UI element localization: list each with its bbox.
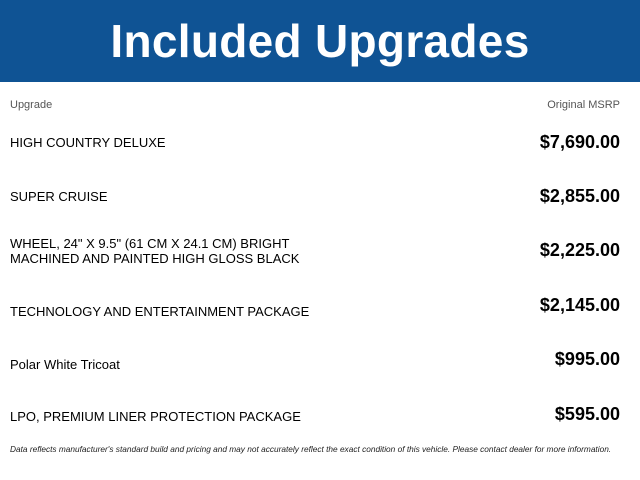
upgrade-price: $7,690.00	[539, 131, 620, 152]
list-item: TECHNOLOGY AND ENTERTAINMENT PACKAGE $2,…	[10, 278, 620, 332]
upgrade-price: $2,145.00	[539, 294, 620, 315]
upgrade-name: HIGH COUNTRY DELUXE	[10, 134, 166, 150]
column-headers: Upgrade Original MSRP	[10, 99, 620, 111]
upgrade-price: $2,225.00	[539, 240, 620, 261]
disclaimer: Data reflects manufacturer's standard bu…	[10, 444, 612, 454]
upgrade-name: Polar White Tricoat	[10, 357, 120, 373]
list-item: WHEEL, 24" X 9.5" (61 CM X 24.1 CM) BRIG…	[10, 224, 620, 278]
column-header-upgrade: Upgrade	[10, 99, 53, 111]
upgrade-price: $995.00	[554, 349, 620, 370]
upgrades-list: HIGH COUNTRY DELUXE $7,690.00 SUPER CRUI…	[10, 115, 620, 441]
upgrade-price: $2,855.00	[539, 186, 620, 207]
list-item: Polar White Tricoat $995.00	[10, 333, 620, 387]
upgrade-name: TECHNOLOGY AND ENTERTAINMENT PACKAGE	[10, 303, 310, 319]
column-header-msrp: Original MSRP	[547, 99, 620, 111]
upgrade-name: LPO, PREMIUM LINER PROTECTION PACKAGE	[10, 408, 301, 424]
upgrade-name: SUPER CRUISE	[10, 189, 108, 205]
header-banner: Included Upgrades	[0, 0, 640, 82]
upgrade-price: $595.00	[554, 403, 620, 424]
upgrade-name: WHEEL, 24" X 9.5" (61 CM X 24.1 CM) BRIG…	[10, 235, 300, 266]
list-item: SUPER CRUISE $2,855.00	[10, 169, 620, 223]
page-title: Included Upgrades	[110, 15, 530, 67]
list-item: HIGH COUNTRY DELUXE $7,690.00	[10, 115, 620, 169]
list-item: LPO, PREMIUM LINER PROTECTION PACKAGE $5…	[10, 387, 620, 441]
